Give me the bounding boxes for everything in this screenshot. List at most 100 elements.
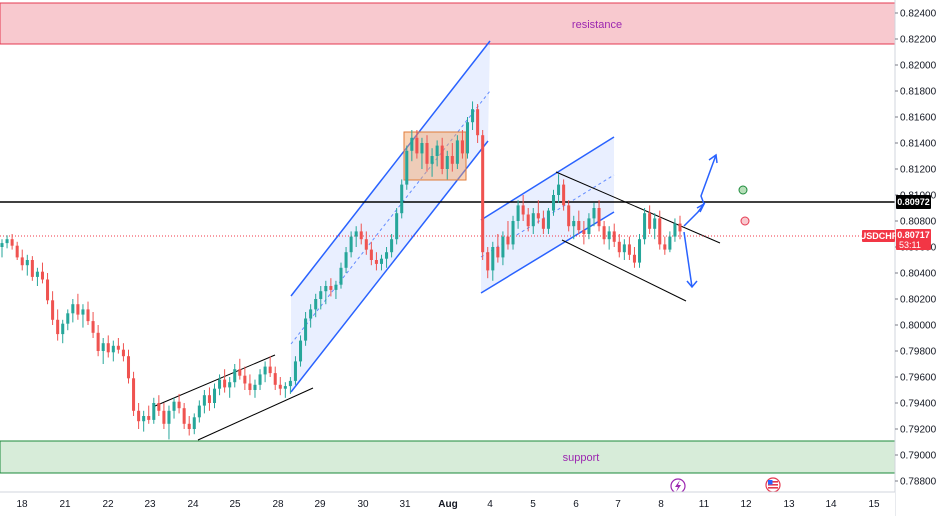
candle-up <box>152 403 156 420</box>
lightning-event-icon[interactable] <box>670 478 686 494</box>
candle-down <box>364 239 368 250</box>
candle-down <box>658 218 662 245</box>
candle-down <box>121 349 125 357</box>
candle-up <box>283 386 287 389</box>
candle-up <box>197 405 201 418</box>
candle-down <box>521 205 525 215</box>
channel-line-august-upper <box>480 136 615 221</box>
y-tick-label: 0.79800 <box>900 347 937 358</box>
candle-down <box>46 279 50 301</box>
arrowhead-up-icon <box>708 153 718 164</box>
candle-up <box>572 221 576 227</box>
y-tick-label: 0.82200 <box>900 35 937 46</box>
candle-down <box>582 230 586 234</box>
candle-up <box>288 380 292 387</box>
candle-down <box>359 231 363 240</box>
y-tick-label: 0.82000 <box>900 61 937 72</box>
arrowhead-mid-icon <box>696 202 706 213</box>
candle-down <box>162 410 166 424</box>
candle-down <box>567 205 571 227</box>
candle-up <box>592 208 596 219</box>
resistance-zone <box>0 2 896 45</box>
us-flag-event-icon[interactable] <box>765 477 781 493</box>
candle-up <box>445 156 449 169</box>
current-price-tag: USDCHF 0.80717 53:11 <box>860 229 931 250</box>
candle-down <box>329 286 333 290</box>
candle-down <box>536 213 540 219</box>
candle-down <box>20 257 24 266</box>
candle-down <box>460 140 464 154</box>
candle-down <box>51 300 55 320</box>
candle-up <box>354 231 358 237</box>
candle-down <box>440 145 444 169</box>
y-tick-label: 0.79200 <box>900 425 937 436</box>
candle-down <box>602 226 606 240</box>
candle-down <box>86 309 90 322</box>
candle-up <box>304 318 308 341</box>
marked-level-tag: 0.80972 <box>896 195 931 209</box>
candle-up <box>349 236 353 253</box>
x-tick-label: 28 <box>272 499 284 510</box>
candle-up <box>258 374 262 385</box>
candle-down <box>132 378 136 411</box>
candle-down <box>577 221 581 231</box>
time-axis-panel[interactable] <box>0 492 895 516</box>
candle-up <box>25 260 29 266</box>
y-tick-label: 0.80200 <box>900 295 937 306</box>
candle-up <box>531 213 535 227</box>
y-tick-label: 0.80800 <box>900 217 937 228</box>
candle-up <box>35 271 39 277</box>
x-tick-label: 7 <box>615 499 621 510</box>
candle-down <box>10 239 14 246</box>
candle-up <box>420 143 424 154</box>
candle-up <box>5 239 9 244</box>
rising-wedge-upper <box>154 354 276 407</box>
projection-arrows <box>683 153 718 289</box>
falling-channel-lower <box>561 239 687 302</box>
candle-up <box>471 109 475 123</box>
candle-up <box>501 236 505 258</box>
candle-up <box>643 213 647 240</box>
candle-up <box>142 416 146 422</box>
candle-down <box>187 423 191 429</box>
symbol-tag-text: USDCHF <box>860 231 898 241</box>
candle-down <box>415 137 419 154</box>
candle-down <box>157 403 161 411</box>
channel-line-rising-lower <box>290 140 489 393</box>
x-tick-label: 30 <box>357 499 369 510</box>
channel-group <box>154 40 721 441</box>
candle-down <box>476 109 480 136</box>
candle-down <box>526 214 530 227</box>
falling-channel-upper <box>555 171 721 244</box>
x-axis-ticks: 1821222324252628293031Aug456781112131415 <box>16 499 880 510</box>
candle-up <box>212 388 217 403</box>
candle-down <box>91 321 95 333</box>
candle-up <box>516 205 520 221</box>
candle-down <box>137 410 141 422</box>
y-tick-label: 0.81800 <box>900 87 937 98</box>
candle-down <box>278 384 282 389</box>
candle-up <box>622 244 626 253</box>
candle-down <box>486 252 490 271</box>
candle-up <box>228 382 232 388</box>
x-tick-label: 15 <box>868 499 880 510</box>
candle-down <box>481 135 485 253</box>
candle-up <box>324 286 328 292</box>
candle-up <box>167 410 171 424</box>
candle-up <box>334 284 338 290</box>
y-tick-label: 0.80000 <box>900 321 937 332</box>
green-marker-icon <box>738 185 748 195</box>
countdown-text: 53:11 <box>899 240 921 250</box>
candle-up <box>435 145 439 156</box>
candle-up <box>172 401 176 411</box>
candle-up <box>344 252 348 268</box>
candle-up <box>395 213 399 240</box>
candle-down <box>450 156 454 164</box>
price-axis-panel[interactable] <box>895 0 941 516</box>
x-tick-label: 13 <box>783 499 795 510</box>
candle-down <box>177 401 181 409</box>
candle-up <box>299 340 303 362</box>
candle-up <box>465 122 470 154</box>
candle-up <box>638 239 642 263</box>
